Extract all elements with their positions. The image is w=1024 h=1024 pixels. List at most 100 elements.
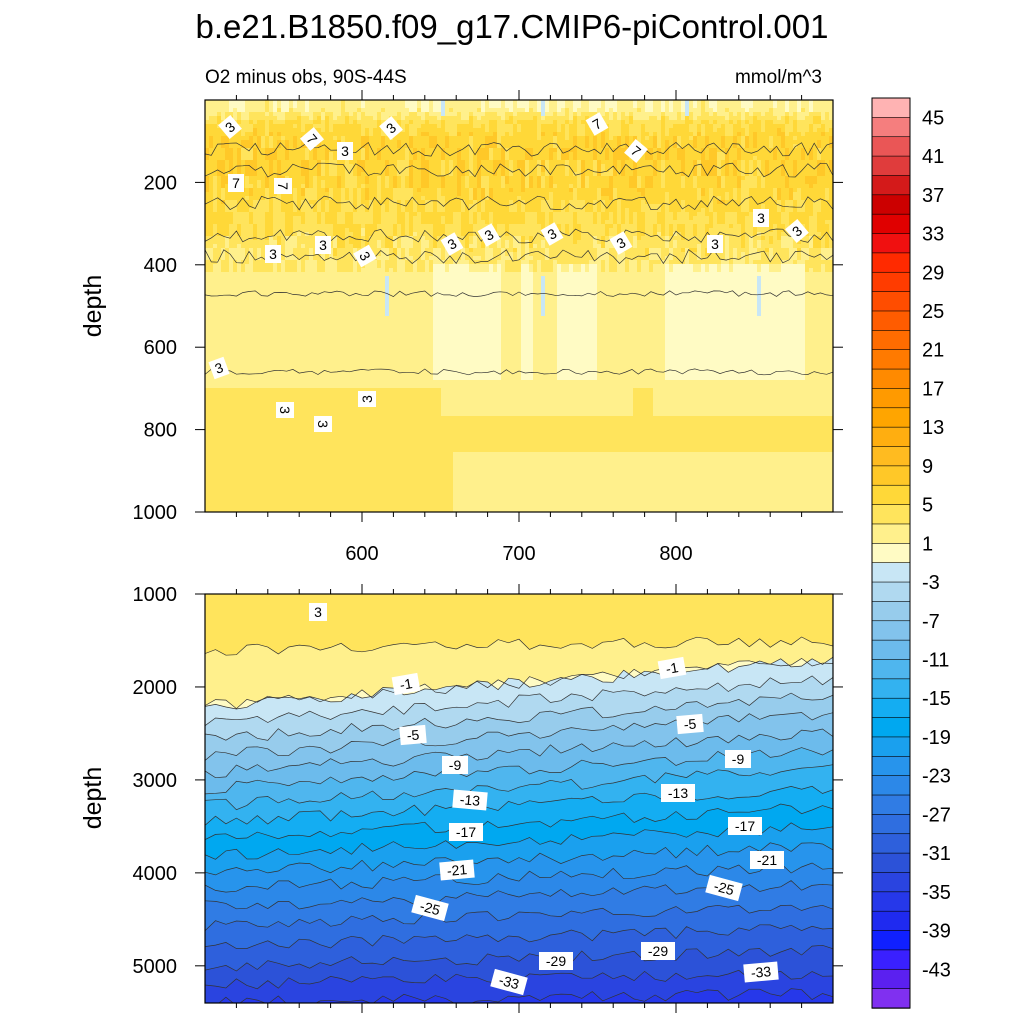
field-cell — [749, 180, 754, 185]
field-cell — [685, 224, 690, 229]
field-cell — [501, 224, 506, 229]
field-cell — [677, 212, 682, 217]
field-cell — [417, 132, 422, 137]
field-cell — [749, 148, 754, 153]
field-cell — [569, 220, 574, 225]
field-cell — [469, 168, 474, 173]
field-cell — [645, 148, 650, 153]
field-cell — [301, 172, 306, 177]
field-cell — [517, 112, 522, 117]
field-cell — [709, 152, 714, 157]
field-cell — [497, 116, 502, 121]
field-cell — [285, 220, 290, 225]
field-cell — [433, 136, 438, 141]
field-cell — [733, 148, 738, 153]
field-cell — [601, 200, 606, 205]
field-cell — [433, 192, 438, 197]
field-cell — [697, 164, 702, 169]
field-cell — [817, 160, 822, 165]
field-cell — [789, 112, 794, 117]
field-cell — [825, 148, 830, 153]
field-cell — [509, 188, 514, 193]
field-cell — [809, 100, 814, 105]
field-cell — [745, 144, 750, 149]
field-cell — [245, 108, 250, 113]
field-cell — [469, 140, 474, 145]
field-cell — [241, 156, 246, 161]
field-cell — [257, 108, 262, 113]
field-cell — [733, 196, 738, 201]
field-cell — [265, 188, 270, 193]
field-cell — [225, 148, 230, 153]
field-cell — [501, 124, 506, 129]
field-cell — [445, 124, 450, 129]
field-cell — [593, 192, 598, 197]
field-cell — [825, 204, 830, 209]
field-cell — [809, 104, 814, 109]
field-cell — [729, 212, 734, 217]
field-cell — [497, 200, 502, 205]
field-cell — [749, 168, 754, 173]
field-cell — [361, 124, 366, 129]
field-cell — [829, 180, 833, 185]
field-cell — [245, 200, 250, 205]
field-cell — [285, 148, 290, 153]
field-cell — [405, 188, 410, 193]
field-cell — [305, 108, 310, 113]
field-cell — [497, 168, 502, 173]
field-cell — [373, 120, 378, 125]
field-cell — [365, 144, 370, 149]
field-cell — [589, 200, 594, 205]
field-cell — [369, 176, 374, 181]
field-cell — [297, 140, 302, 145]
field-cell — [413, 156, 418, 161]
field-cell — [425, 128, 430, 133]
field-cell — [409, 140, 414, 145]
field-cell — [441, 208, 446, 213]
field-cell — [601, 216, 606, 221]
field-cell — [665, 104, 670, 109]
field-cell — [249, 216, 254, 221]
field-cell — [565, 120, 570, 125]
field-cell — [573, 112, 578, 117]
field-cell — [545, 216, 550, 221]
field-cell — [717, 192, 722, 197]
field-cell — [233, 212, 238, 217]
field-cell — [741, 128, 746, 133]
field-cell — [321, 224, 326, 229]
field-cell — [209, 124, 214, 129]
field-cell — [249, 128, 254, 133]
field-cell — [741, 192, 746, 197]
field-cell — [517, 180, 522, 185]
field-cell — [261, 184, 266, 189]
field-cell — [661, 104, 666, 109]
field-cell — [725, 120, 730, 125]
field-cell — [405, 224, 410, 229]
field-cell — [285, 108, 290, 113]
field-cell — [369, 124, 374, 129]
field-cell — [797, 112, 802, 117]
field-cell — [709, 224, 714, 229]
field-cell — [581, 180, 586, 185]
field-cell — [409, 220, 414, 225]
field-cell — [481, 124, 486, 129]
field-cell — [305, 184, 310, 189]
field-cell — [629, 164, 634, 169]
field-cell — [801, 156, 806, 161]
field-cell — [725, 196, 730, 201]
field-cell — [593, 164, 598, 169]
field-cell — [813, 164, 818, 169]
field-cell — [309, 184, 314, 189]
field-cell — [653, 104, 658, 109]
field-cell — [713, 104, 718, 109]
field-cell — [253, 184, 258, 189]
field-cell — [533, 172, 538, 177]
field-cell — [269, 208, 274, 213]
field-cell — [377, 168, 382, 173]
field-cell — [509, 200, 514, 205]
field-cell — [421, 120, 426, 125]
field-cell — [525, 200, 530, 205]
field-cell — [273, 144, 278, 149]
field-cell — [429, 196, 434, 201]
field-cell — [321, 188, 326, 193]
